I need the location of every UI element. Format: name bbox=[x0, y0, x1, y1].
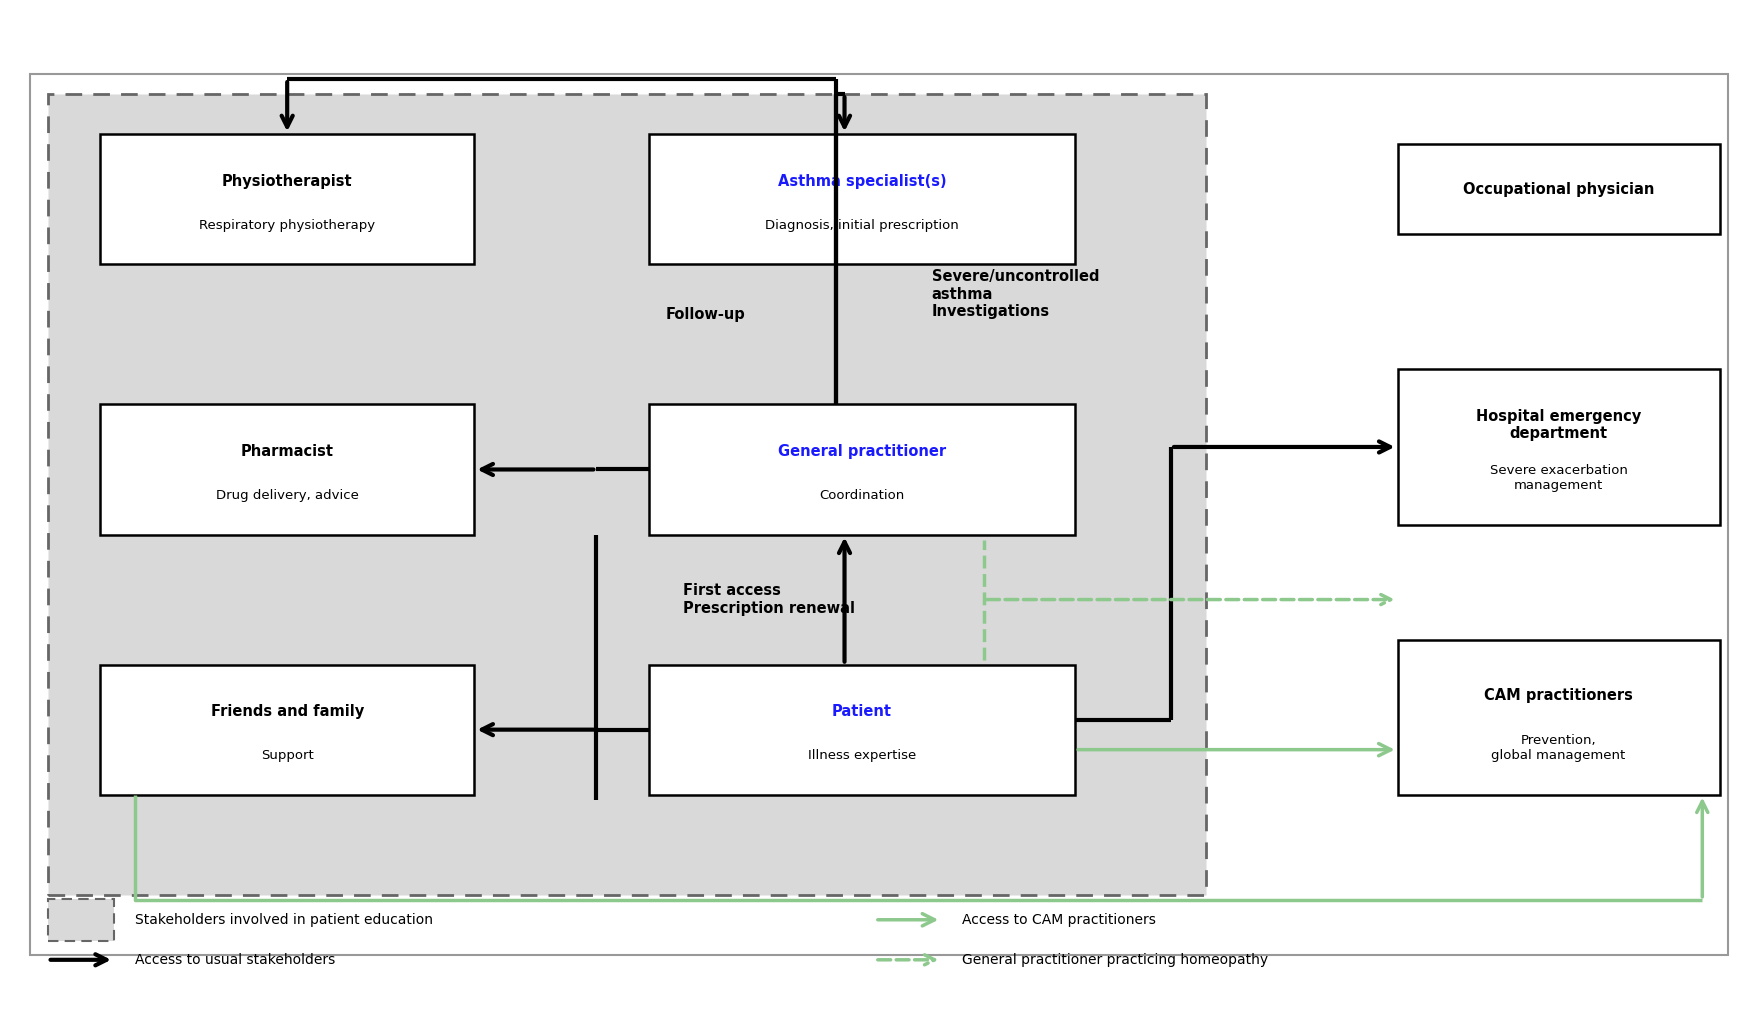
Text: Occupational physician: Occupational physician bbox=[1463, 182, 1654, 197]
Text: Support: Support bbox=[261, 749, 313, 762]
Text: Access to CAM practitioners: Access to CAM practitioners bbox=[963, 913, 1157, 927]
Text: Diagnosis, initial prescription: Diagnosis, initial prescription bbox=[765, 219, 959, 232]
Text: Respiratory physiotherapy: Respiratory physiotherapy bbox=[200, 219, 374, 232]
Text: Pharmacist: Pharmacist bbox=[242, 444, 334, 459]
FancyBboxPatch shape bbox=[649, 665, 1074, 795]
FancyBboxPatch shape bbox=[47, 899, 114, 940]
Text: Friends and family: Friends and family bbox=[210, 704, 364, 719]
Text: Coordination: Coordination bbox=[819, 489, 905, 502]
Text: Severe exacerbation
management: Severe exacerbation management bbox=[1489, 464, 1628, 492]
FancyBboxPatch shape bbox=[100, 405, 474, 535]
Text: Follow-up: Follow-up bbox=[667, 307, 746, 322]
Text: CAM practitioners: CAM practitioners bbox=[1484, 688, 1633, 703]
Text: General practitioner: General practitioner bbox=[777, 444, 947, 459]
FancyBboxPatch shape bbox=[1398, 640, 1720, 795]
FancyBboxPatch shape bbox=[649, 405, 1074, 535]
FancyBboxPatch shape bbox=[100, 134, 474, 264]
Text: Drug delivery, advice: Drug delivery, advice bbox=[215, 489, 359, 502]
Text: Access to usual stakeholders: Access to usual stakeholders bbox=[135, 952, 334, 967]
Text: Asthma specialist(s): Asthma specialist(s) bbox=[777, 174, 947, 189]
Text: Stakeholders involved in patient education: Stakeholders involved in patient educati… bbox=[135, 913, 432, 927]
Text: First access
Prescription renewal: First access Prescription renewal bbox=[684, 583, 856, 615]
FancyBboxPatch shape bbox=[100, 665, 474, 795]
FancyBboxPatch shape bbox=[30, 75, 1729, 955]
FancyBboxPatch shape bbox=[1398, 369, 1720, 525]
Text: Patient: Patient bbox=[831, 704, 892, 719]
Text: Severe/uncontrolled
asthma
Investigations: Severe/uncontrolled asthma Investigation… bbox=[931, 269, 1099, 319]
Text: Prevention,
global management: Prevention, global management bbox=[1491, 735, 1626, 762]
FancyBboxPatch shape bbox=[1398, 144, 1720, 234]
Text: Hospital emergency
department: Hospital emergency department bbox=[1475, 409, 1642, 442]
Text: Illness expertise: Illness expertise bbox=[808, 749, 915, 762]
Text: General practitioner practicing homeopathy: General practitioner practicing homeopat… bbox=[963, 952, 1269, 967]
Text: Physiotherapist: Physiotherapist bbox=[222, 174, 352, 189]
FancyBboxPatch shape bbox=[649, 134, 1074, 264]
FancyBboxPatch shape bbox=[47, 94, 1206, 895]
